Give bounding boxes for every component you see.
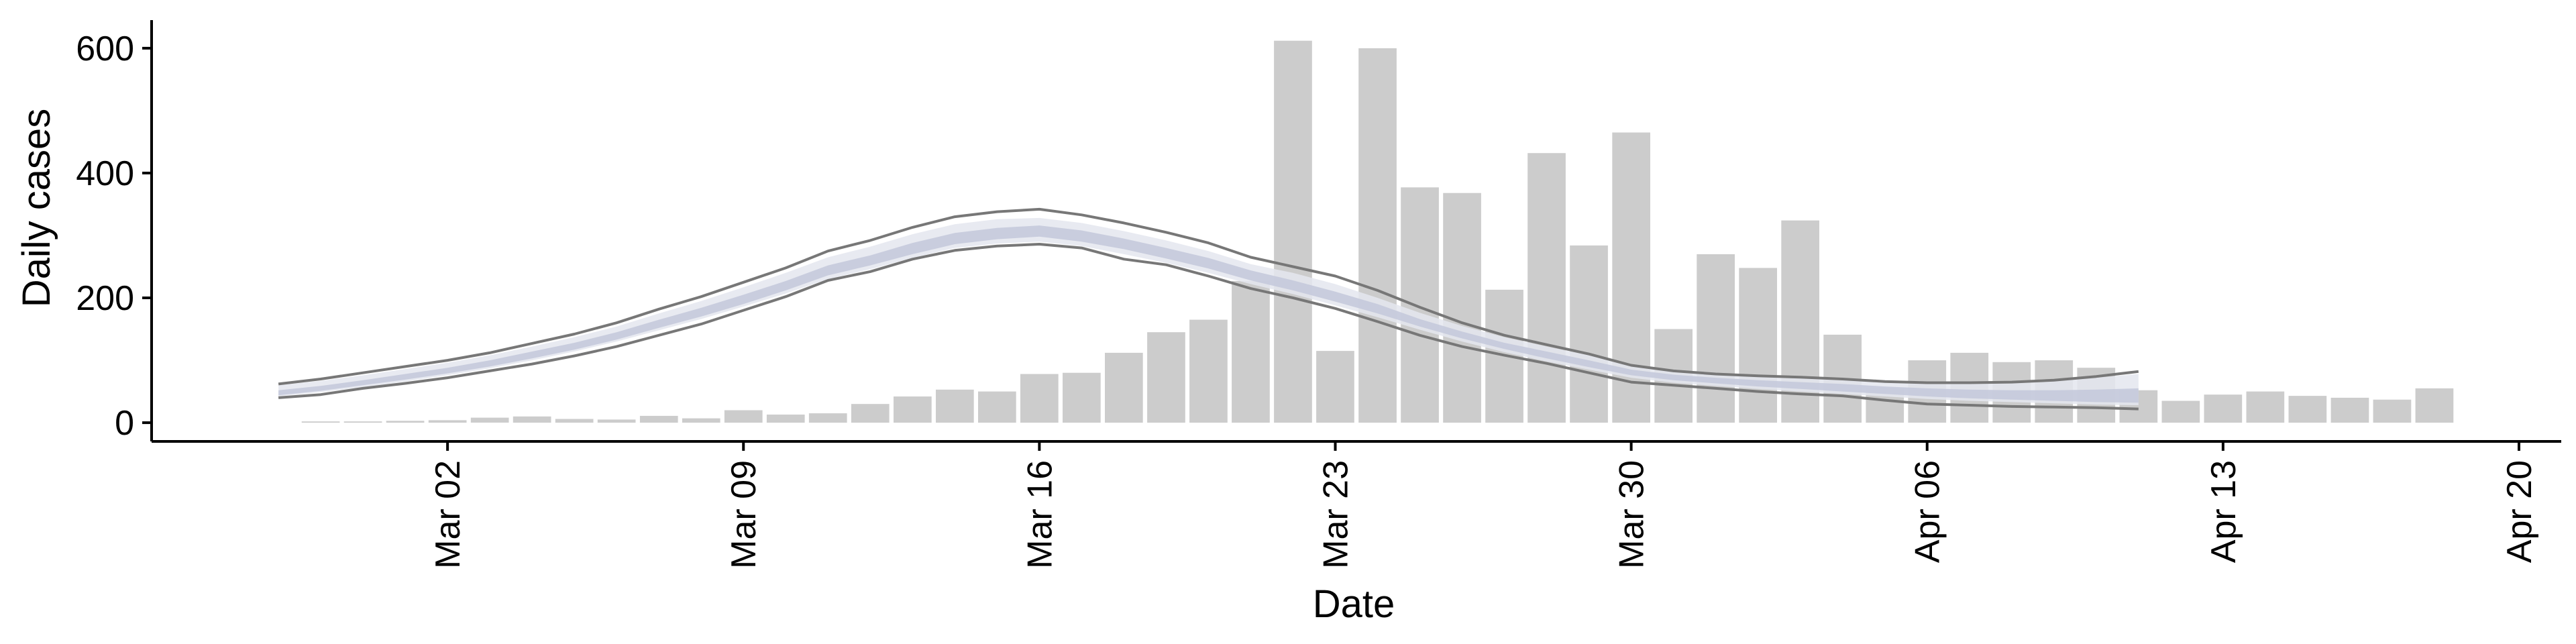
axes-layer xyxy=(150,20,2561,443)
daily-case-bar xyxy=(808,413,847,423)
daily-case-bar xyxy=(766,415,805,423)
daily-case-bar xyxy=(386,421,425,423)
daily-case-bar xyxy=(1020,374,1059,423)
x-tick-label: Mar 16 xyxy=(1020,460,1059,569)
daily-case-bar xyxy=(2415,388,2454,423)
daily-case-bar xyxy=(724,410,763,423)
x-ticks-layer: Mar 02 Mar 09 Mar 16 Mar 23 Mar 30 Apr 06 Apr … xyxy=(429,441,2539,569)
estimate-lines-layer xyxy=(278,207,2139,411)
x-tick-label: Apr 13 xyxy=(2204,460,2243,563)
x-tick-label: Mar 02 xyxy=(429,460,468,569)
y-tick-label: 0 xyxy=(115,404,134,443)
daily-case-bar xyxy=(936,389,974,423)
daily-case-bar xyxy=(1063,372,1101,423)
y-tick-label: 200 xyxy=(76,279,134,318)
daily-case-bar xyxy=(1697,254,1735,423)
daily-case-bar xyxy=(978,391,1016,423)
y-tick-label: 400 xyxy=(76,154,134,193)
daily-case-bar xyxy=(2246,391,2285,423)
daily-case-bar xyxy=(470,417,509,423)
daily-case-bar xyxy=(1105,352,1143,423)
estimate-lower-line xyxy=(278,243,2139,411)
x-tick-label: Mar 23 xyxy=(1317,460,1356,569)
estimate-inner-band xyxy=(278,225,2139,403)
daily-case-bar xyxy=(1147,332,1185,423)
daily-case-bar xyxy=(2161,400,2200,423)
daily-case-bar xyxy=(1570,245,1608,423)
x-tick-label: Mar 09 xyxy=(724,460,763,569)
daily-case-bar xyxy=(1739,268,1777,423)
daily-case-bar xyxy=(1189,319,1228,423)
estimate-upper-line xyxy=(278,207,2139,386)
daily-case-bar xyxy=(2288,396,2327,423)
daily-case-bar xyxy=(597,419,636,423)
y-tick-label: 600 xyxy=(76,30,134,68)
daily-case-bar xyxy=(851,404,890,423)
x-axis-title: Date xyxy=(1313,582,1395,626)
estimate-band-layer xyxy=(278,217,2139,405)
y-ticks-layer: 0 200 400 600 xyxy=(76,30,152,443)
bars-layer xyxy=(301,40,2454,423)
daily-case-bar xyxy=(2373,399,2412,423)
daily-case-bar xyxy=(1232,280,1270,423)
x-tick-label: Apr 20 xyxy=(2500,460,2539,563)
x-tick-label: Mar 30 xyxy=(1613,460,1652,569)
daily-case-bar xyxy=(2330,397,2369,423)
daily-case-bar xyxy=(1443,193,1481,423)
y-axis-title: Daily cases xyxy=(15,109,58,308)
x-tick-label: Apr 06 xyxy=(1909,460,1947,563)
daily-case-bar xyxy=(428,420,467,423)
daily-case-bar xyxy=(1358,48,1397,423)
daily-case-bar xyxy=(2204,394,2243,423)
daily-case-bar xyxy=(1527,153,1566,423)
daily-case-bar xyxy=(555,419,594,423)
daily-case-bar xyxy=(301,421,340,423)
daily-case-bar xyxy=(639,415,678,423)
estimate-outer-band xyxy=(278,217,2139,405)
daily-case-bar xyxy=(682,418,720,423)
daily-case-bar xyxy=(1401,187,1439,423)
daily-case-bar xyxy=(1274,40,1312,423)
daily-case-bar xyxy=(513,416,551,423)
daily-case-bar xyxy=(343,421,382,423)
daily-case-bar xyxy=(1316,351,1354,423)
daily-case-bar xyxy=(894,396,932,423)
